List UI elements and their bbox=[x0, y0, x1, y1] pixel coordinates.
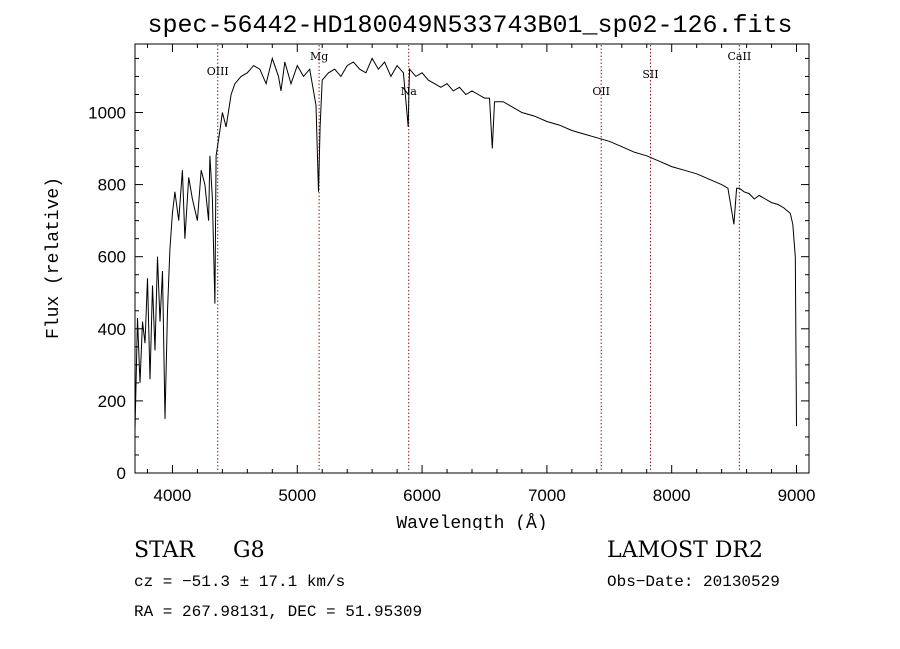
x-tick-label: 7000 bbox=[528, 486, 566, 505]
marker-label-mg: Mg bbox=[310, 50, 328, 63]
y-tick-label: 800 bbox=[98, 176, 126, 195]
y-axis-label: Flux (relative) bbox=[44, 177, 64, 339]
x-tick-label: 8000 bbox=[653, 486, 691, 505]
y-tick-label: 200 bbox=[98, 392, 126, 411]
x-axis-ticks: 4000 5000 6000 7000 8000 9000 bbox=[146, 44, 816, 505]
marker-label-oii: OII bbox=[592, 85, 610, 98]
observation-date: Obs−Date: 20130529 bbox=[607, 573, 780, 591]
object-subclass: G8 bbox=[233, 538, 265, 563]
y-tick-label: 600 bbox=[98, 248, 126, 267]
x-tick-label: 9000 bbox=[778, 486, 816, 505]
x-axis-label: Wavelength (Å) bbox=[396, 513, 547, 530]
spectrum-plot: spec-56442-HD180049N533743B01_sp02-126.f… bbox=[44, 11, 816, 530]
marker-label-caii: CaII bbox=[728, 50, 752, 63]
marker-label-sii: SII bbox=[642, 68, 658, 81]
spectrum-series bbox=[134, 56, 797, 430]
y-tick-label: 1000 bbox=[88, 103, 126, 122]
spectrum-line-0 bbox=[134, 56, 797, 430]
x-tick-label: 4000 bbox=[154, 486, 192, 505]
marker-label-oiii: OIII bbox=[207, 65, 229, 78]
chart-title: spec-56442-HD180049N533743B01_sp02-126.f… bbox=[147, 11, 792, 40]
coordinates: RA = 267.98131, DEC = 51.95309 bbox=[134, 603, 423, 621]
object-classification: STAR G8 bbox=[134, 538, 265, 563]
y-tick-label: 400 bbox=[98, 320, 126, 339]
y-tick-label: 0 bbox=[117, 464, 126, 483]
y-axis-ticks: 0 200 400 600 800 1000 bbox=[88, 57, 809, 483]
plot-frame bbox=[134, 43, 810, 474]
object-class: STAR bbox=[134, 538, 195, 563]
x-tick-label: 6000 bbox=[403, 486, 441, 505]
redshift-velocity: cz = −51.3 ± 17.1 km/s bbox=[134, 573, 346, 591]
survey-name: LAMOST DR2 bbox=[607, 538, 763, 563]
x-tick-label: 5000 bbox=[278, 486, 316, 505]
